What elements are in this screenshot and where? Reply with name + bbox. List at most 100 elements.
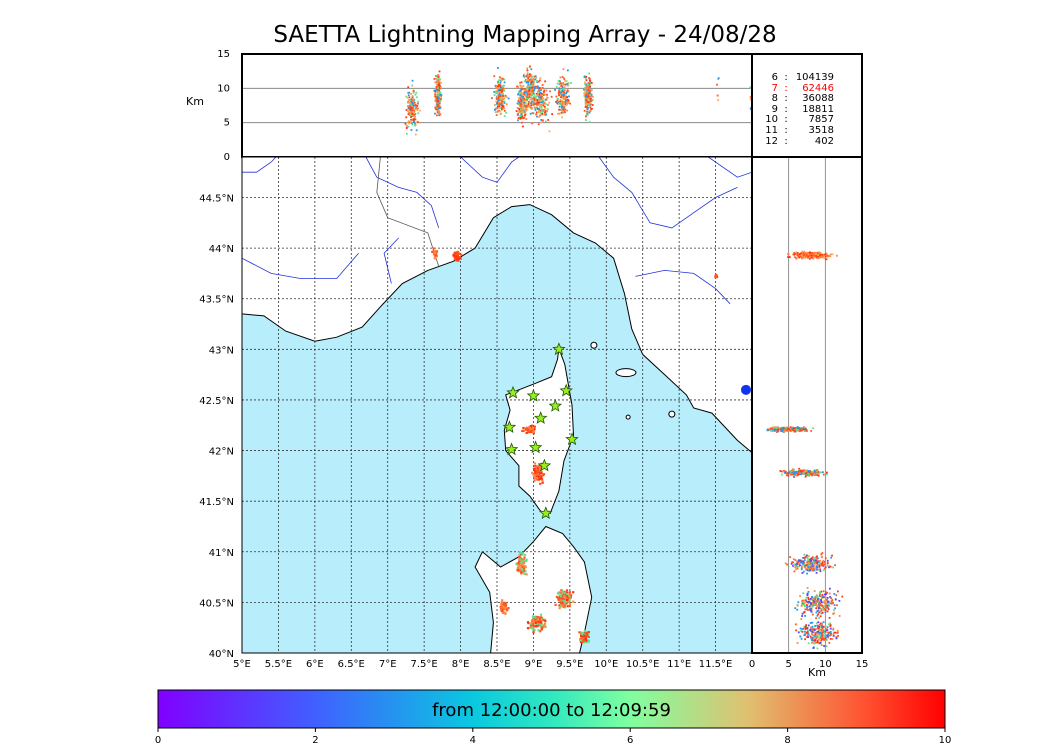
altitude-time-point <box>561 99 564 102</box>
altitude-lat-point <box>822 621 825 624</box>
altitude-time-point <box>584 77 587 80</box>
altitude-time-point <box>437 97 440 100</box>
altitude-time-point <box>405 124 408 127</box>
altitude-time-point <box>520 105 523 108</box>
altitude-lat-point <box>814 601 817 604</box>
altitude-lat-point <box>816 600 819 603</box>
altitude-lat-point <box>795 474 798 477</box>
lightning-source-point <box>530 430 533 434</box>
altitude-lat-point <box>810 626 812 629</box>
altitude-lat-point <box>804 470 807 473</box>
altitude-lat-point <box>820 604 822 607</box>
altitude-time-point <box>439 100 442 102</box>
altitude-lat-point <box>807 596 810 599</box>
altitude-lat-point <box>807 598 810 601</box>
altitude-lat-point <box>803 603 806 606</box>
altitude-lat-point <box>836 590 839 593</box>
altitude-time-point <box>559 80 561 83</box>
altitude-time-point <box>551 113 554 115</box>
altitude-tick-label: 15 <box>217 49 230 60</box>
altitude-time-point <box>523 99 526 102</box>
altitude-time-point <box>501 108 503 111</box>
altitude-time-point <box>498 92 501 95</box>
altitude-time-point <box>410 118 412 121</box>
altitude-time-point <box>566 103 568 106</box>
altitude-time-point <box>524 114 526 117</box>
altitude-time-point <box>537 123 540 126</box>
altitude-lat-point <box>810 430 813 432</box>
lightning-source-point <box>572 591 575 594</box>
lightning-source-point <box>539 482 542 485</box>
altitude-time-point <box>501 90 503 93</box>
altitude-lat-point <box>794 607 797 610</box>
altitude-lat-point <box>795 257 798 260</box>
altitude-lat-point <box>829 596 832 598</box>
altitude-time-point <box>526 79 528 82</box>
station-count-row: 10:7857 <box>754 115 862 126</box>
altitude-lat-point <box>832 602 835 604</box>
altitude-lat-point <box>780 430 783 432</box>
lightning-source-point <box>519 568 523 571</box>
altitude-lat-point <box>817 627 820 629</box>
lightning-source-point <box>541 626 544 629</box>
altitude-lat-point <box>823 567 826 570</box>
altitude-time-point <box>503 115 506 118</box>
lightning-source-point <box>558 607 561 610</box>
altitude-time-point <box>560 93 563 96</box>
altitude-lat-point <box>809 258 811 260</box>
altitude-lat-point <box>802 562 805 565</box>
altitude-time-point <box>437 110 440 113</box>
altitude-time-point <box>564 98 567 101</box>
altitude-time-point <box>522 85 525 87</box>
longitude-tick-label: 8°E <box>452 659 470 670</box>
altitude-lat-point <box>813 603 816 606</box>
altitude-lat-point <box>805 554 808 557</box>
altitude-time-point <box>434 92 437 94</box>
altitude-time-point <box>501 104 504 107</box>
altitude-time-point <box>523 93 526 96</box>
altitude-time-point <box>541 84 544 86</box>
altitude-time-point <box>561 104 564 106</box>
altitude-lat-point <box>811 621 814 624</box>
longitude-tick-label: 6.5°E <box>338 659 365 670</box>
altitude-lat-point <box>810 636 812 639</box>
altitude-time-point <box>588 85 591 87</box>
altitude-time-point <box>540 101 542 104</box>
altitude-time-point <box>558 112 561 115</box>
altitude-time-point <box>439 78 441 81</box>
source-count: 62446 <box>802 82 834 94</box>
lightning-source-point <box>560 601 563 604</box>
lightning-source-point <box>532 467 536 470</box>
altitude-time-point <box>438 112 441 115</box>
altitude-time-point <box>522 105 525 108</box>
altitude-time-point <box>526 96 529 98</box>
altitude-lat-point <box>807 470 810 472</box>
altitude-time-point <box>529 112 532 115</box>
lightning-source-point <box>539 467 542 470</box>
altitude-time-point <box>546 93 548 96</box>
lightning-source-point <box>525 573 528 576</box>
lightning-source-point <box>714 276 717 279</box>
altitude-lat-point <box>783 430 785 433</box>
altitude-time-point <box>570 82 573 84</box>
altitude-lat-point <box>818 625 821 628</box>
station-count-legend: 6:104139 7:62446 8:36088 9:18811 10:7857 11:3… <box>754 72 862 147</box>
altitude-lat-point <box>816 564 819 566</box>
altitude-time-point <box>522 108 524 111</box>
altitude-time-point <box>587 102 589 105</box>
altitude-time-point <box>409 113 412 115</box>
altitude-time-point <box>526 69 529 72</box>
altitude-lat-point <box>802 252 805 255</box>
altitude-time-point <box>530 81 533 83</box>
colorbar-tick-label: 0 <box>155 735 161 746</box>
altitude-lat-point <box>818 564 821 567</box>
altitude-time-point <box>535 85 537 88</box>
altitude-time-point <box>589 98 592 100</box>
altitude-lat-point <box>776 430 779 433</box>
lightning-source-point <box>539 470 542 473</box>
altitude-time-point <box>584 87 587 90</box>
latitude-tick-label: 42°N <box>209 447 234 458</box>
altitude-lat-point <box>805 568 808 571</box>
altitude-time-point <box>542 97 545 100</box>
